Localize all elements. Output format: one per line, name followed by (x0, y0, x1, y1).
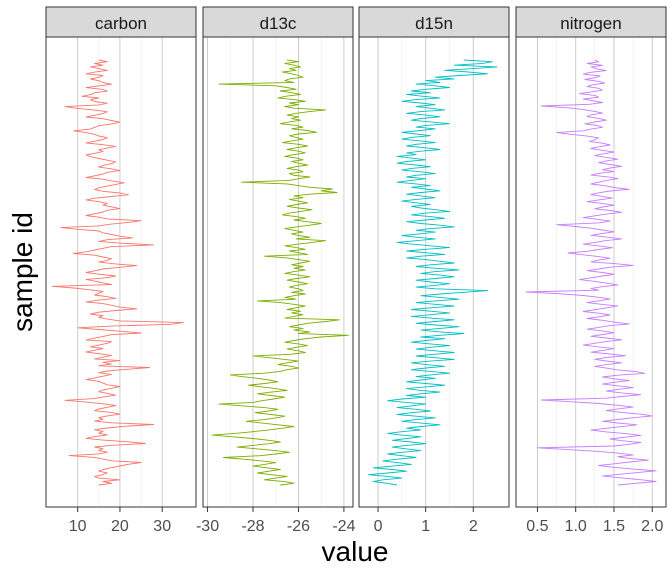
facet-strip-label-d15n: d15n (415, 14, 453, 33)
series-line-carbon (51, 59, 184, 486)
x-tick-label: 1 (421, 518, 430, 535)
facet-strip-d15n (358, 6, 510, 38)
facet-strip-label-d13c: d13c (260, 14, 297, 33)
facet-strip-label-carbon: carbon (95, 14, 147, 33)
x-tick-label: 30 (153, 518, 171, 535)
facet-strip-label-nitrogen: nitrogen (560, 14, 621, 33)
facet-panel-bg-carbon (46, 37, 196, 507)
x-tick-label: -26 (287, 518, 310, 535)
x-axis-title: value (322, 536, 389, 567)
x-tick-label: 10 (69, 518, 87, 535)
facet-panel-border-carbon (45, 36, 197, 508)
x-tick-label: -28 (241, 518, 264, 535)
facet-panels: carbon 10 20 30 d13c -30 -28 -26 -24 d15n 0 1 2 nitro… (45, 6, 667, 535)
x-tick-label: 20 (111, 518, 129, 535)
x-tick-label: -24 (332, 518, 355, 535)
facet-panel-border-d15n (358, 36, 510, 508)
x-tick-label: -30 (196, 518, 219, 535)
series-line-d13c (211, 59, 349, 486)
x-tick-label: 2 (469, 518, 478, 535)
x-tick-label: 2.0 (641, 518, 663, 535)
x-tick-label: 1.0 (565, 518, 587, 535)
y-axis-title: sample id (7, 212, 38, 332)
facet-panel-border-d13c (202, 36, 354, 508)
x-tick-label: 1.5 (603, 518, 625, 535)
x-tick-label: 0.5 (526, 518, 548, 535)
x-tick-label: 0 (374, 518, 383, 535)
facet-panel-bg-nitrogen (516, 37, 666, 507)
facet-panel-border-nitrogen (515, 36, 667, 508)
series-line-nitrogen (525, 59, 657, 486)
facet-strip-carbon (45, 6, 197, 38)
series-line-d15n (368, 59, 498, 486)
